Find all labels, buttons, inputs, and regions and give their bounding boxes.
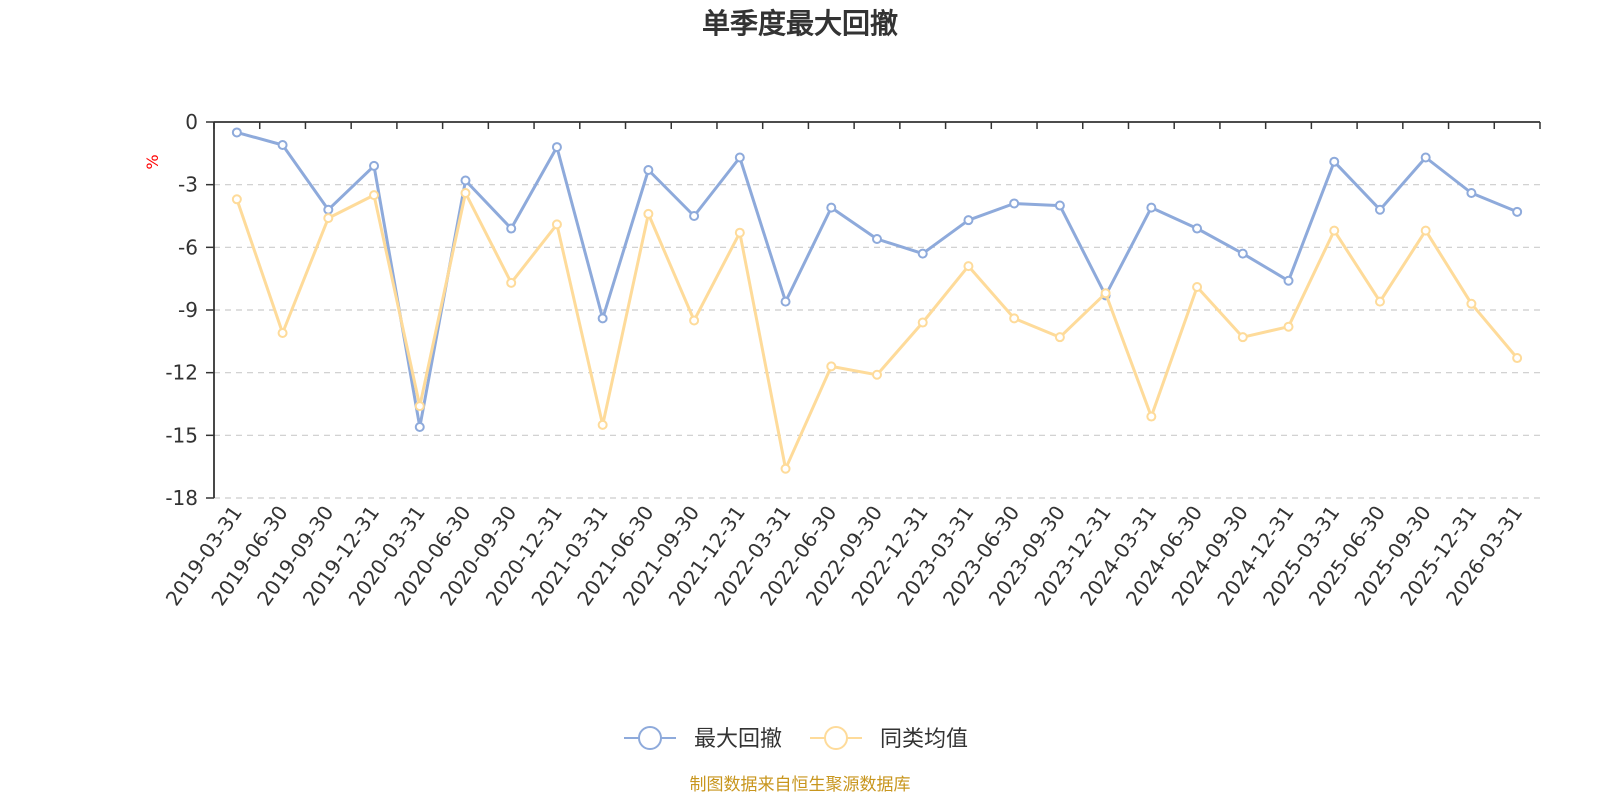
data-point[interactable] bbox=[1009, 198, 1020, 209]
data-point[interactable] bbox=[689, 315, 700, 326]
data-point[interactable] bbox=[1374, 204, 1385, 215]
data-point[interactable] bbox=[506, 223, 517, 234]
y-tick-label: 0 bbox=[185, 110, 198, 134]
data-point[interactable] bbox=[643, 208, 654, 219]
legend-item-1[interactable]: 同类均值 bbox=[810, 726, 968, 752]
x-axis-ticks: 2019-03-312019-06-302019-09-302019-12-31… bbox=[161, 122, 1541, 610]
series-0 bbox=[231, 127, 1523, 432]
legend-circle-icon bbox=[638, 726, 662, 750]
y-tick-label: -3 bbox=[178, 173, 198, 197]
series-1 bbox=[231, 188, 1523, 474]
data-point[interactable] bbox=[597, 313, 608, 324]
data-point[interactable] bbox=[780, 463, 791, 474]
data-point[interactable] bbox=[1420, 225, 1431, 236]
legend-label: 同类均值 bbox=[880, 727, 968, 752]
data-point[interactable] bbox=[1283, 321, 1294, 332]
data-point[interactable] bbox=[460, 188, 471, 199]
legend-circle-icon bbox=[824, 726, 848, 750]
data-point[interactable] bbox=[734, 227, 745, 238]
y-unit-label: % bbox=[143, 154, 162, 169]
y-tick-label: -15 bbox=[165, 423, 198, 447]
data-point[interactable] bbox=[1374, 296, 1385, 307]
data-point[interactable] bbox=[1054, 332, 1065, 343]
data-point[interactable] bbox=[323, 213, 334, 224]
data-point[interactable] bbox=[231, 194, 242, 205]
series-layer bbox=[231, 127, 1523, 474]
data-point[interactable] bbox=[414, 421, 425, 432]
data-point[interactable] bbox=[1466, 298, 1477, 309]
series-line bbox=[235, 130, 1519, 429]
data-point[interactable] bbox=[689, 211, 700, 221]
data-point[interactable] bbox=[277, 327, 288, 338]
data-point[interactable] bbox=[963, 215, 974, 226]
data-point[interactable] bbox=[1466, 188, 1477, 199]
data-point[interactable] bbox=[1054, 200, 1065, 211]
data-point[interactable] bbox=[1512, 353, 1523, 364]
data-point[interactable] bbox=[1512, 206, 1523, 217]
data-point[interactable] bbox=[551, 219, 562, 230]
chart-title: 单季度最大回撤 bbox=[702, 7, 898, 40]
data-point[interactable] bbox=[1283, 275, 1294, 286]
data-point[interactable] bbox=[734, 152, 745, 163]
legend-item-0[interactable]: 最大回撤 bbox=[624, 726, 782, 752]
data-point[interactable] bbox=[1237, 332, 1248, 343]
data-point[interactable] bbox=[506, 277, 517, 288]
data-point[interactable] bbox=[872, 369, 882, 380]
data-point[interactable] bbox=[780, 296, 791, 307]
data-point[interactable] bbox=[872, 233, 882, 244]
y-axis-ticks: 0 -3 -6 -9 -12 -15 -18 bbox=[165, 110, 214, 510]
data-point[interactable] bbox=[1192, 223, 1203, 234]
y-tick-label: -6 bbox=[178, 235, 198, 259]
data-point[interactable] bbox=[1146, 202, 1157, 213]
data-point[interactable] bbox=[826, 361, 837, 372]
data-point[interactable] bbox=[1192, 282, 1203, 293]
data-point[interactable] bbox=[1420, 152, 1431, 163]
data-point[interactable] bbox=[826, 202, 837, 213]
data-point[interactable] bbox=[1329, 225, 1340, 236]
data-point[interactable] bbox=[1146, 411, 1157, 422]
data-point[interactable] bbox=[963, 261, 974, 272]
y-tick-label: -12 bbox=[165, 361, 198, 385]
y-tick-label: -18 bbox=[165, 486, 198, 510]
data-point[interactable] bbox=[1329, 156, 1340, 167]
grid-lines bbox=[214, 184, 1540, 499]
data-point[interactable] bbox=[1100, 288, 1111, 299]
data-point[interactable] bbox=[277, 139, 288, 150]
data-point[interactable] bbox=[1237, 248, 1248, 259]
source-note: 制图数据来自恒生聚源数据库 bbox=[690, 775, 911, 795]
data-point[interactable] bbox=[323, 204, 334, 215]
legend-label: 最大回撤 bbox=[694, 727, 782, 752]
data-point[interactable] bbox=[460, 175, 471, 186]
data-point[interactable] bbox=[917, 248, 928, 259]
data-point[interactable] bbox=[597, 419, 608, 430]
data-point[interactable] bbox=[414, 401, 425, 412]
data-point[interactable] bbox=[643, 165, 654, 176]
data-point[interactable] bbox=[551, 142, 562, 153]
y-tick-label: -9 bbox=[178, 298, 198, 322]
data-point[interactable] bbox=[917, 317, 928, 328]
data-point[interactable] bbox=[1009, 313, 1020, 324]
legend: 最大回撤 同类均值 bbox=[624, 726, 968, 752]
data-point[interactable] bbox=[369, 160, 380, 171]
data-point[interactable] bbox=[369, 190, 380, 201]
data-point[interactable] bbox=[231, 127, 242, 138]
